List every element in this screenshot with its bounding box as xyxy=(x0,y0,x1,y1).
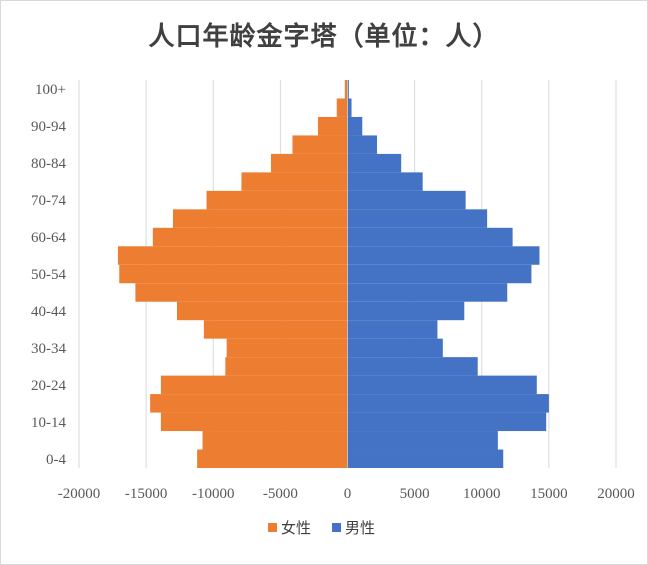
y-tick-label-50-54: 50-54 xyxy=(31,267,66,283)
bar-female-85-89 xyxy=(292,135,348,154)
y-tick-label-20-24: 20-24 xyxy=(31,378,66,394)
bar-male-25-29 xyxy=(347,357,478,376)
bar-male-50-54 xyxy=(347,264,532,284)
bar-female-35-39 xyxy=(203,320,348,339)
bar-male-85-89 xyxy=(347,135,378,154)
bar-female-95-99 xyxy=(336,98,348,117)
y-tick-label-0-4: 0-4 xyxy=(46,452,66,468)
bar-female-75-79 xyxy=(241,172,348,191)
axis-layer: -20000 -15000 -10000 -5000 0 5000 10000 15000 20… xyxy=(31,80,635,502)
legend: 女性 男性 xyxy=(268,519,375,537)
bar-male-30-34 xyxy=(347,338,443,358)
bar-male-65-69 xyxy=(347,209,488,228)
bar-male-20-24 xyxy=(347,375,537,395)
bar-female-15-19 xyxy=(150,394,348,413)
x-tick-label-5: 5000 xyxy=(400,486,430,502)
bar-male-80-84 xyxy=(347,153,402,173)
bar-female-0-4 xyxy=(197,449,348,468)
x-tick-label-0: -20000 xyxy=(58,486,101,502)
bar-female-45-49 xyxy=(135,283,348,302)
chart-title: 人口年龄金字塔（单位：人） xyxy=(148,22,500,52)
y-tick-label-40-44: 40-44 xyxy=(31,304,66,320)
x-tick-label-4: 0 xyxy=(344,486,352,502)
bar-layer xyxy=(117,80,549,468)
bar-female-65-69 xyxy=(172,209,348,228)
y-tick-label-10-14: 10-14 xyxy=(31,415,66,431)
bar-male-60-64 xyxy=(347,227,513,247)
y-tick-label-70-74: 70-74 xyxy=(31,193,66,209)
bar-female-50-54 xyxy=(119,264,348,284)
legend-swatch-male xyxy=(332,523,341,532)
bar-male-15-19 xyxy=(347,394,549,413)
x-tick-label-7: 15000 xyxy=(530,486,568,502)
bar-female-100+ xyxy=(344,80,348,99)
bar-male-95-99 xyxy=(347,98,352,117)
bar-male-40-44 xyxy=(347,301,465,321)
legend-label-female: 女性 xyxy=(281,519,311,537)
bar-male-35-39 xyxy=(347,320,438,339)
y-tick-label-100+: 100+ xyxy=(35,82,66,98)
bar-female-40-44 xyxy=(177,301,348,321)
bar-female-60-64 xyxy=(152,227,348,247)
bar-female-30-34 xyxy=(226,338,348,358)
bar-male-45-49 xyxy=(347,283,508,302)
bar-female-90-94 xyxy=(317,116,348,136)
bar-female-10-14 xyxy=(160,412,348,432)
y-tick-label-80-84: 80-84 xyxy=(31,156,66,172)
bar-female-25-29 xyxy=(225,357,348,376)
bar-female-55-59 xyxy=(117,246,348,265)
x-tick-label-6: 10000 xyxy=(463,486,501,502)
x-tick-label-1: -15000 xyxy=(125,486,168,502)
legend-label-male: 男性 xyxy=(345,519,375,537)
bar-male-70-74 xyxy=(347,190,466,210)
bar-male-55-59 xyxy=(347,246,540,265)
bar-male-90-94 xyxy=(347,116,363,136)
x-tick-label-8: 20000 xyxy=(597,486,635,502)
y-tick-label-90-94: 90-94 xyxy=(31,119,66,135)
bar-male-0-4 xyxy=(347,449,504,468)
bar-male-5-9 xyxy=(347,431,498,450)
bar-female-20-24 xyxy=(160,375,348,395)
x-tick-label-2: -10000 xyxy=(192,486,235,502)
bar-female-5-9 xyxy=(202,431,348,450)
x-tick-label-3: -5000 xyxy=(263,486,298,502)
y-tick-label-60-64: 60-64 xyxy=(31,230,66,246)
bar-male-10-14 xyxy=(347,412,547,432)
bar-female-70-74 xyxy=(206,190,348,210)
bar-female-80-84 xyxy=(270,153,348,173)
bar-male-100+ xyxy=(347,80,349,99)
y-tick-label-30-34: 30-34 xyxy=(31,341,66,357)
legend-swatch-female xyxy=(268,523,277,532)
bar-male-75-79 xyxy=(347,172,423,191)
